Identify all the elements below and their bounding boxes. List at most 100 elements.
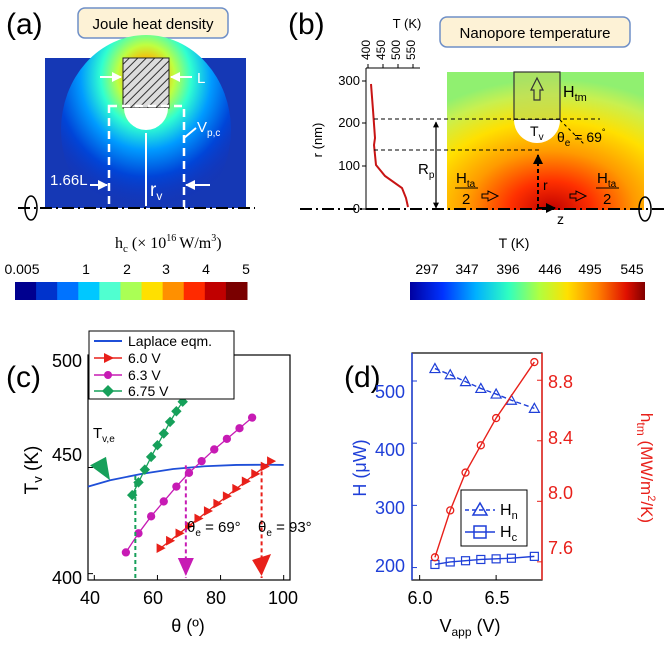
legend-label: 6.3 V	[128, 367, 161, 383]
data-point	[159, 497, 168, 506]
legend-label-Hn: Hn	[500, 502, 518, 522]
data-point	[145, 451, 157, 463]
data-point	[491, 413, 501, 423]
colorbar-b-tick: 446	[538, 261, 562, 277]
electrode-box	[513, 71, 561, 121]
legend-label-Hc: Hc	[500, 524, 518, 544]
data-point	[222, 434, 232, 443]
data-point	[461, 468, 470, 477]
plot-d-ylabel-left: H (μW)	[350, 439, 370, 496]
series-line-6-75-v	[131, 391, 190, 496]
dim-rv: rv	[150, 180, 162, 203]
data-point	[428, 362, 441, 374]
legend-marker-675v	[102, 385, 114, 397]
data-point	[459, 375, 472, 387]
data-point	[146, 512, 156, 521]
data-point	[158, 428, 169, 439]
panel-b: (b) Nanopore temperature T (K) 400 450 5…	[288, 8, 664, 300]
data-point	[164, 416, 176, 428]
colorbar-b-tick: 396	[496, 261, 520, 277]
plot-d-xticks: 6.0 6.5	[407, 588, 509, 608]
dim-Vpc: Vp,c	[197, 119, 220, 139]
data-point	[152, 440, 163, 451]
Hta-right: Hta 2	[596, 170, 619, 208]
z-arrow-label: z	[557, 211, 564, 227]
profile-ticks: 400 450 500 550	[359, 40, 418, 60]
y-left-tick: 200	[375, 556, 405, 576]
colorbar-a-tick: 3	[162, 261, 170, 277]
dim-L: L	[197, 70, 205, 87]
data-point	[222, 491, 232, 501]
plot-d-left-ticks: 200 300 400 500	[375, 382, 405, 576]
plot-c-xticks: 40 60 80 100	[80, 588, 298, 608]
data-point	[172, 482, 181, 491]
colorbar-a-segment	[141, 282, 164, 300]
legend-marker-Hn	[471, 501, 489, 516]
data-point	[203, 506, 214, 516]
data-point	[267, 456, 277, 466]
data-point	[445, 557, 455, 567]
left-arrow-icon	[481, 190, 500, 202]
data-point	[528, 402, 541, 413]
colorbar-a-tick: 4	[202, 261, 210, 277]
right-arrow-icon	[569, 190, 588, 202]
series-line-htm	[434, 361, 535, 558]
Tv-label: Tv	[530, 123, 544, 143]
colorbar-a-tick: 5	[242, 261, 250, 277]
legend-marker-Hc	[473, 525, 487, 539]
data-point	[476, 441, 485, 450]
data-point	[444, 368, 457, 380]
data-point	[194, 513, 204, 524]
data-point	[175, 528, 185, 539]
plot-c-xlabel: θ (º)	[171, 616, 205, 636]
colorbar-a-segment	[78, 282, 100, 300]
colorbar-b-tick: 297	[415, 261, 439, 277]
legend-label: 6.75 V	[128, 383, 169, 399]
panel-b-title: Nanopore temperature	[460, 25, 611, 42]
y-tick: 500	[52, 351, 82, 371]
panel-b-label: (b)	[288, 8, 325, 41]
colorbar-b-tick: 495	[578, 261, 602, 277]
data-point	[460, 556, 471, 566]
data-point	[213, 498, 223, 509]
colorbar-a-segment	[36, 282, 58, 300]
y-left-tick: 400	[375, 440, 405, 460]
colorbar-a-segment	[162, 282, 185, 300]
up-arrow-icon	[530, 76, 544, 101]
rotation-icon-a	[24, 195, 38, 221]
colorbar-b-tick: 347	[455, 261, 479, 277]
rotation-icon-b	[638, 196, 652, 222]
data-point	[506, 553, 517, 563]
colorbar-a-segment	[99, 282, 121, 300]
colorbar-a-tick: 1	[82, 261, 90, 277]
r-tick: 100	[338, 158, 360, 173]
bubble-b	[514, 120, 560, 143]
r-axis-label: r (nm)	[310, 123, 325, 158]
plot-d-marks	[412, 357, 542, 580]
y-tick: 450	[52, 445, 82, 465]
control-volume-box	[107, 104, 186, 212]
data-point	[430, 553, 440, 562]
colorbar-a-segment	[120, 282, 143, 300]
r-tick: 0	[353, 201, 360, 216]
temperature-profile-curve	[370, 83, 409, 208]
x-tick: 100	[268, 588, 298, 608]
plot-c-legend	[88, 330, 235, 400]
colorbar-a	[15, 282, 248, 300]
colorbar-a-segment	[57, 282, 79, 300]
profile-axis-title: T (K)	[393, 16, 422, 31]
data-point	[251, 469, 261, 479]
theta-93-label: θe = 93°	[258, 519, 312, 539]
x-tick: 6.5	[484, 588, 509, 608]
panel-c-label: (c)	[6, 361, 41, 394]
data-point	[156, 543, 166, 553]
x-tick: 40	[80, 588, 100, 608]
legend-label: 6.0 V	[128, 350, 161, 366]
Tve-label: Tv,e	[93, 425, 115, 445]
r-arrow-label: r	[543, 177, 548, 193]
panel-a: (a) Joule heat density L Vp,c 1.66L rv h…	[4, 7, 255, 300]
series-line-hc	[434, 555, 535, 566]
data-point	[210, 445, 219, 454]
colorbar-a-label: hc (× 1016 W/m3)	[115, 233, 222, 255]
